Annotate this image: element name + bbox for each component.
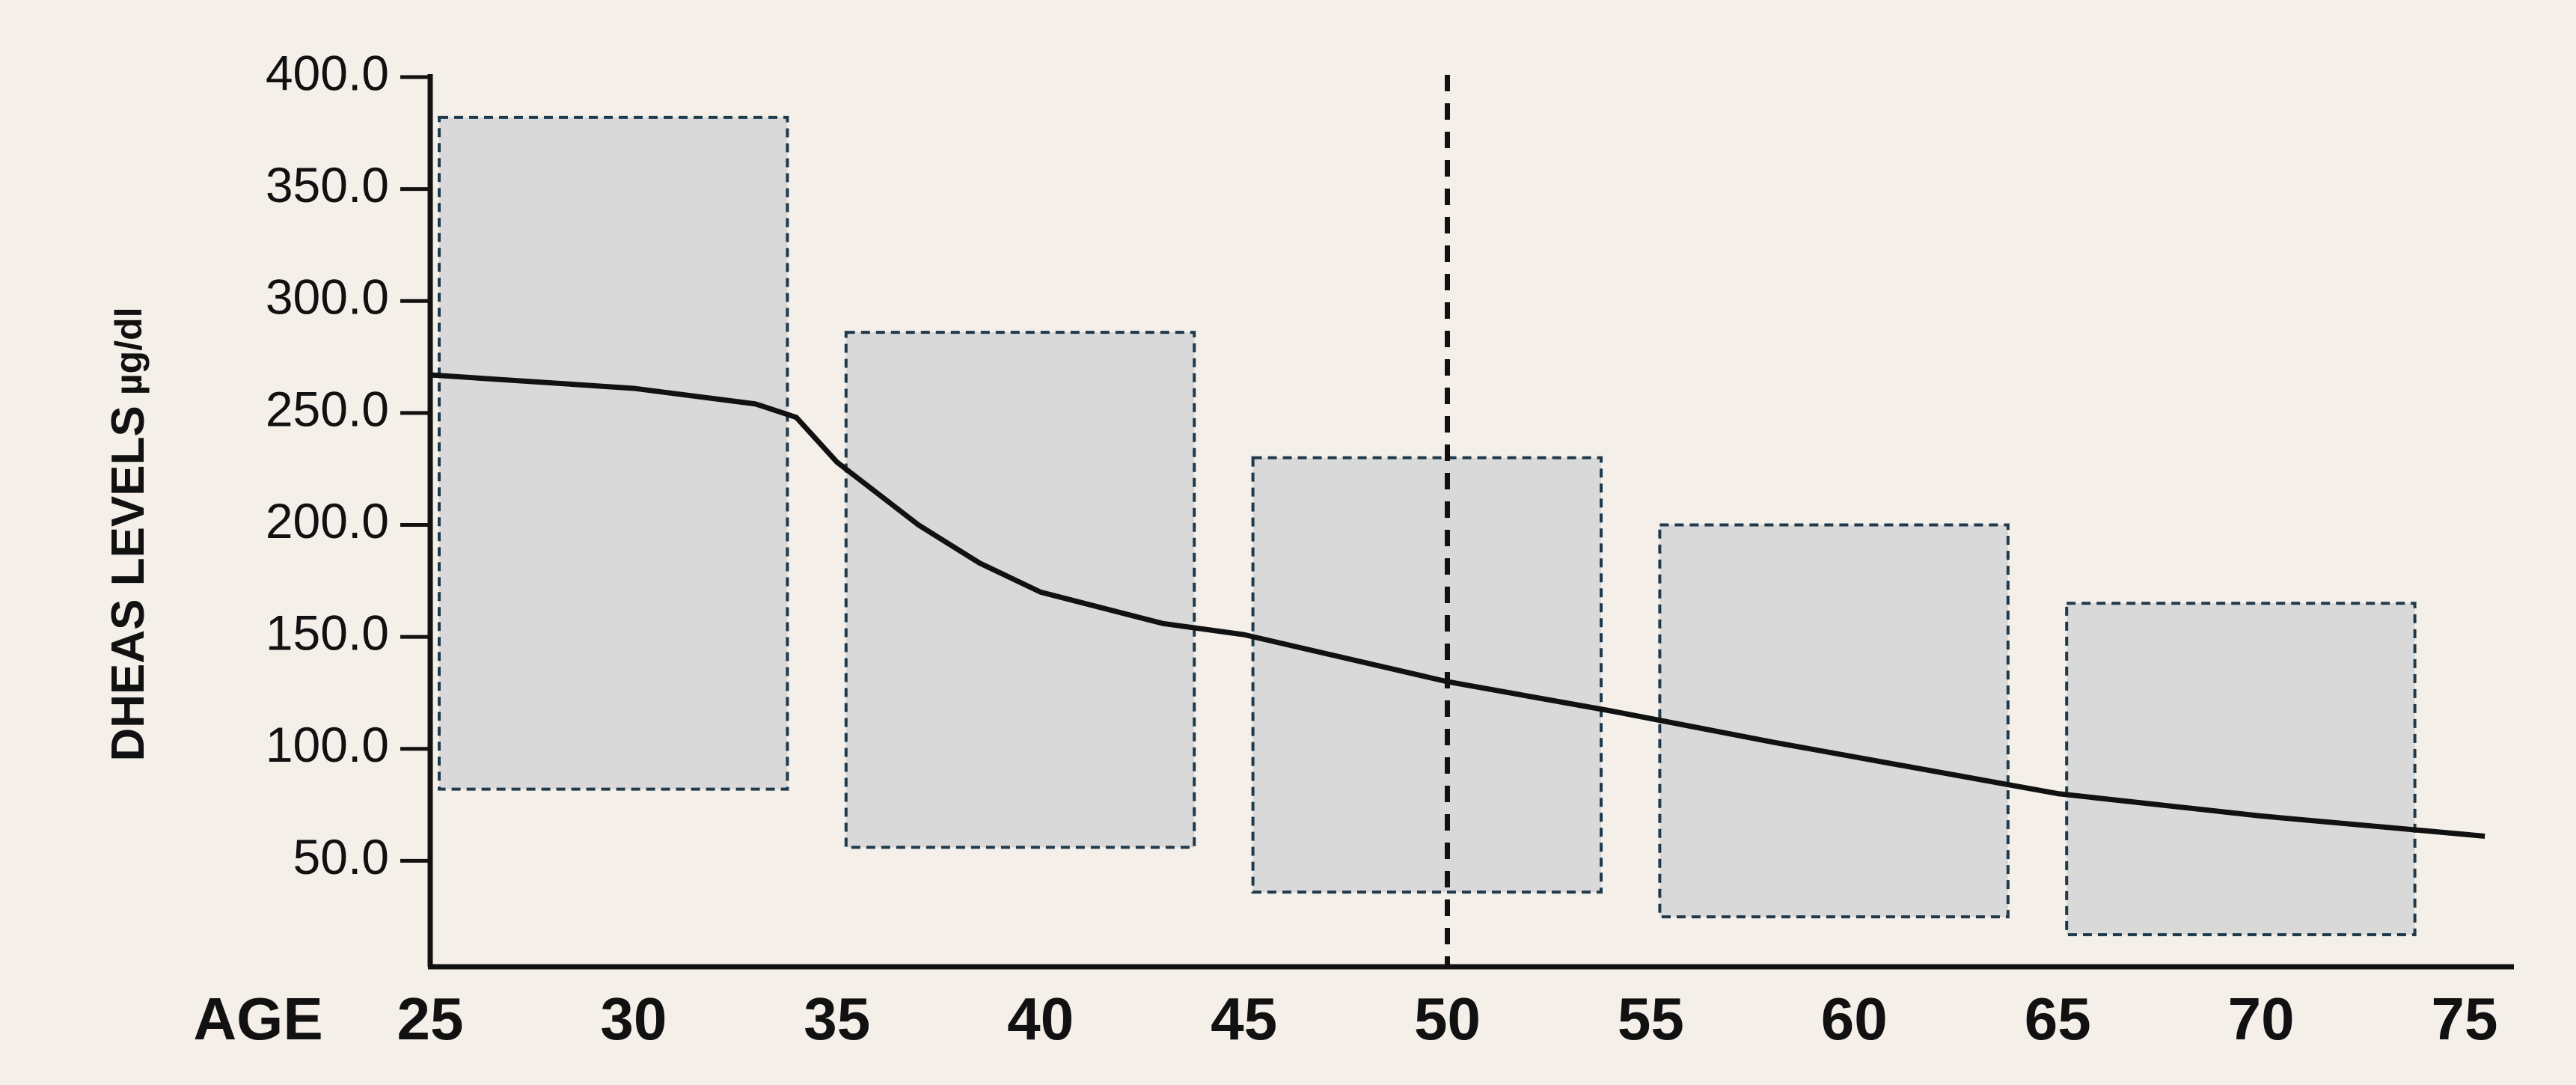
y-tick-label: 50.0 — [293, 829, 389, 884]
x-axis-label: AGE — [193, 985, 322, 1052]
x-tick-label: 25 — [397, 985, 464, 1052]
range-box — [844, 331, 1196, 849]
y-tick-label: 350.0 — [266, 157, 389, 213]
x-tick-label: 40 — [1007, 985, 1074, 1052]
range-box — [438, 115, 789, 791]
y-tick-label: 300.0 — [266, 269, 389, 325]
x-tick-label: 70 — [2228, 985, 2295, 1052]
x-tick-label: 65 — [2025, 985, 2091, 1052]
data-line — [429, 372, 2485, 839]
x-tick-label: 35 — [804, 985, 870, 1052]
range-box — [1658, 523, 2010, 919]
y-tick-label: 100.0 — [266, 717, 389, 772]
y-tick-label: 250.0 — [266, 381, 389, 436]
x-tick-label: 55 — [1618, 985, 1684, 1052]
y-axis-label: DHEAS LEVELS µg/dl — [103, 307, 154, 761]
x-tick-label: 30 — [600, 985, 667, 1052]
x-tick-label: 45 — [1211, 985, 1277, 1052]
x-tick-label: 75 — [2432, 985, 2498, 1052]
y-tick-label: 400.0 — [266, 45, 389, 100]
y-tick-label: 200.0 — [266, 493, 389, 548]
range-box — [2065, 602, 2417, 937]
y-unit: µg/dl — [108, 307, 150, 395]
x-tick-label: 60 — [1821, 985, 1888, 1052]
y-label: DHEAS LEVELS — [103, 406, 154, 761]
x-tick-label: 50 — [1414, 985, 1481, 1052]
y-tick-label: 150.0 — [266, 605, 389, 661]
